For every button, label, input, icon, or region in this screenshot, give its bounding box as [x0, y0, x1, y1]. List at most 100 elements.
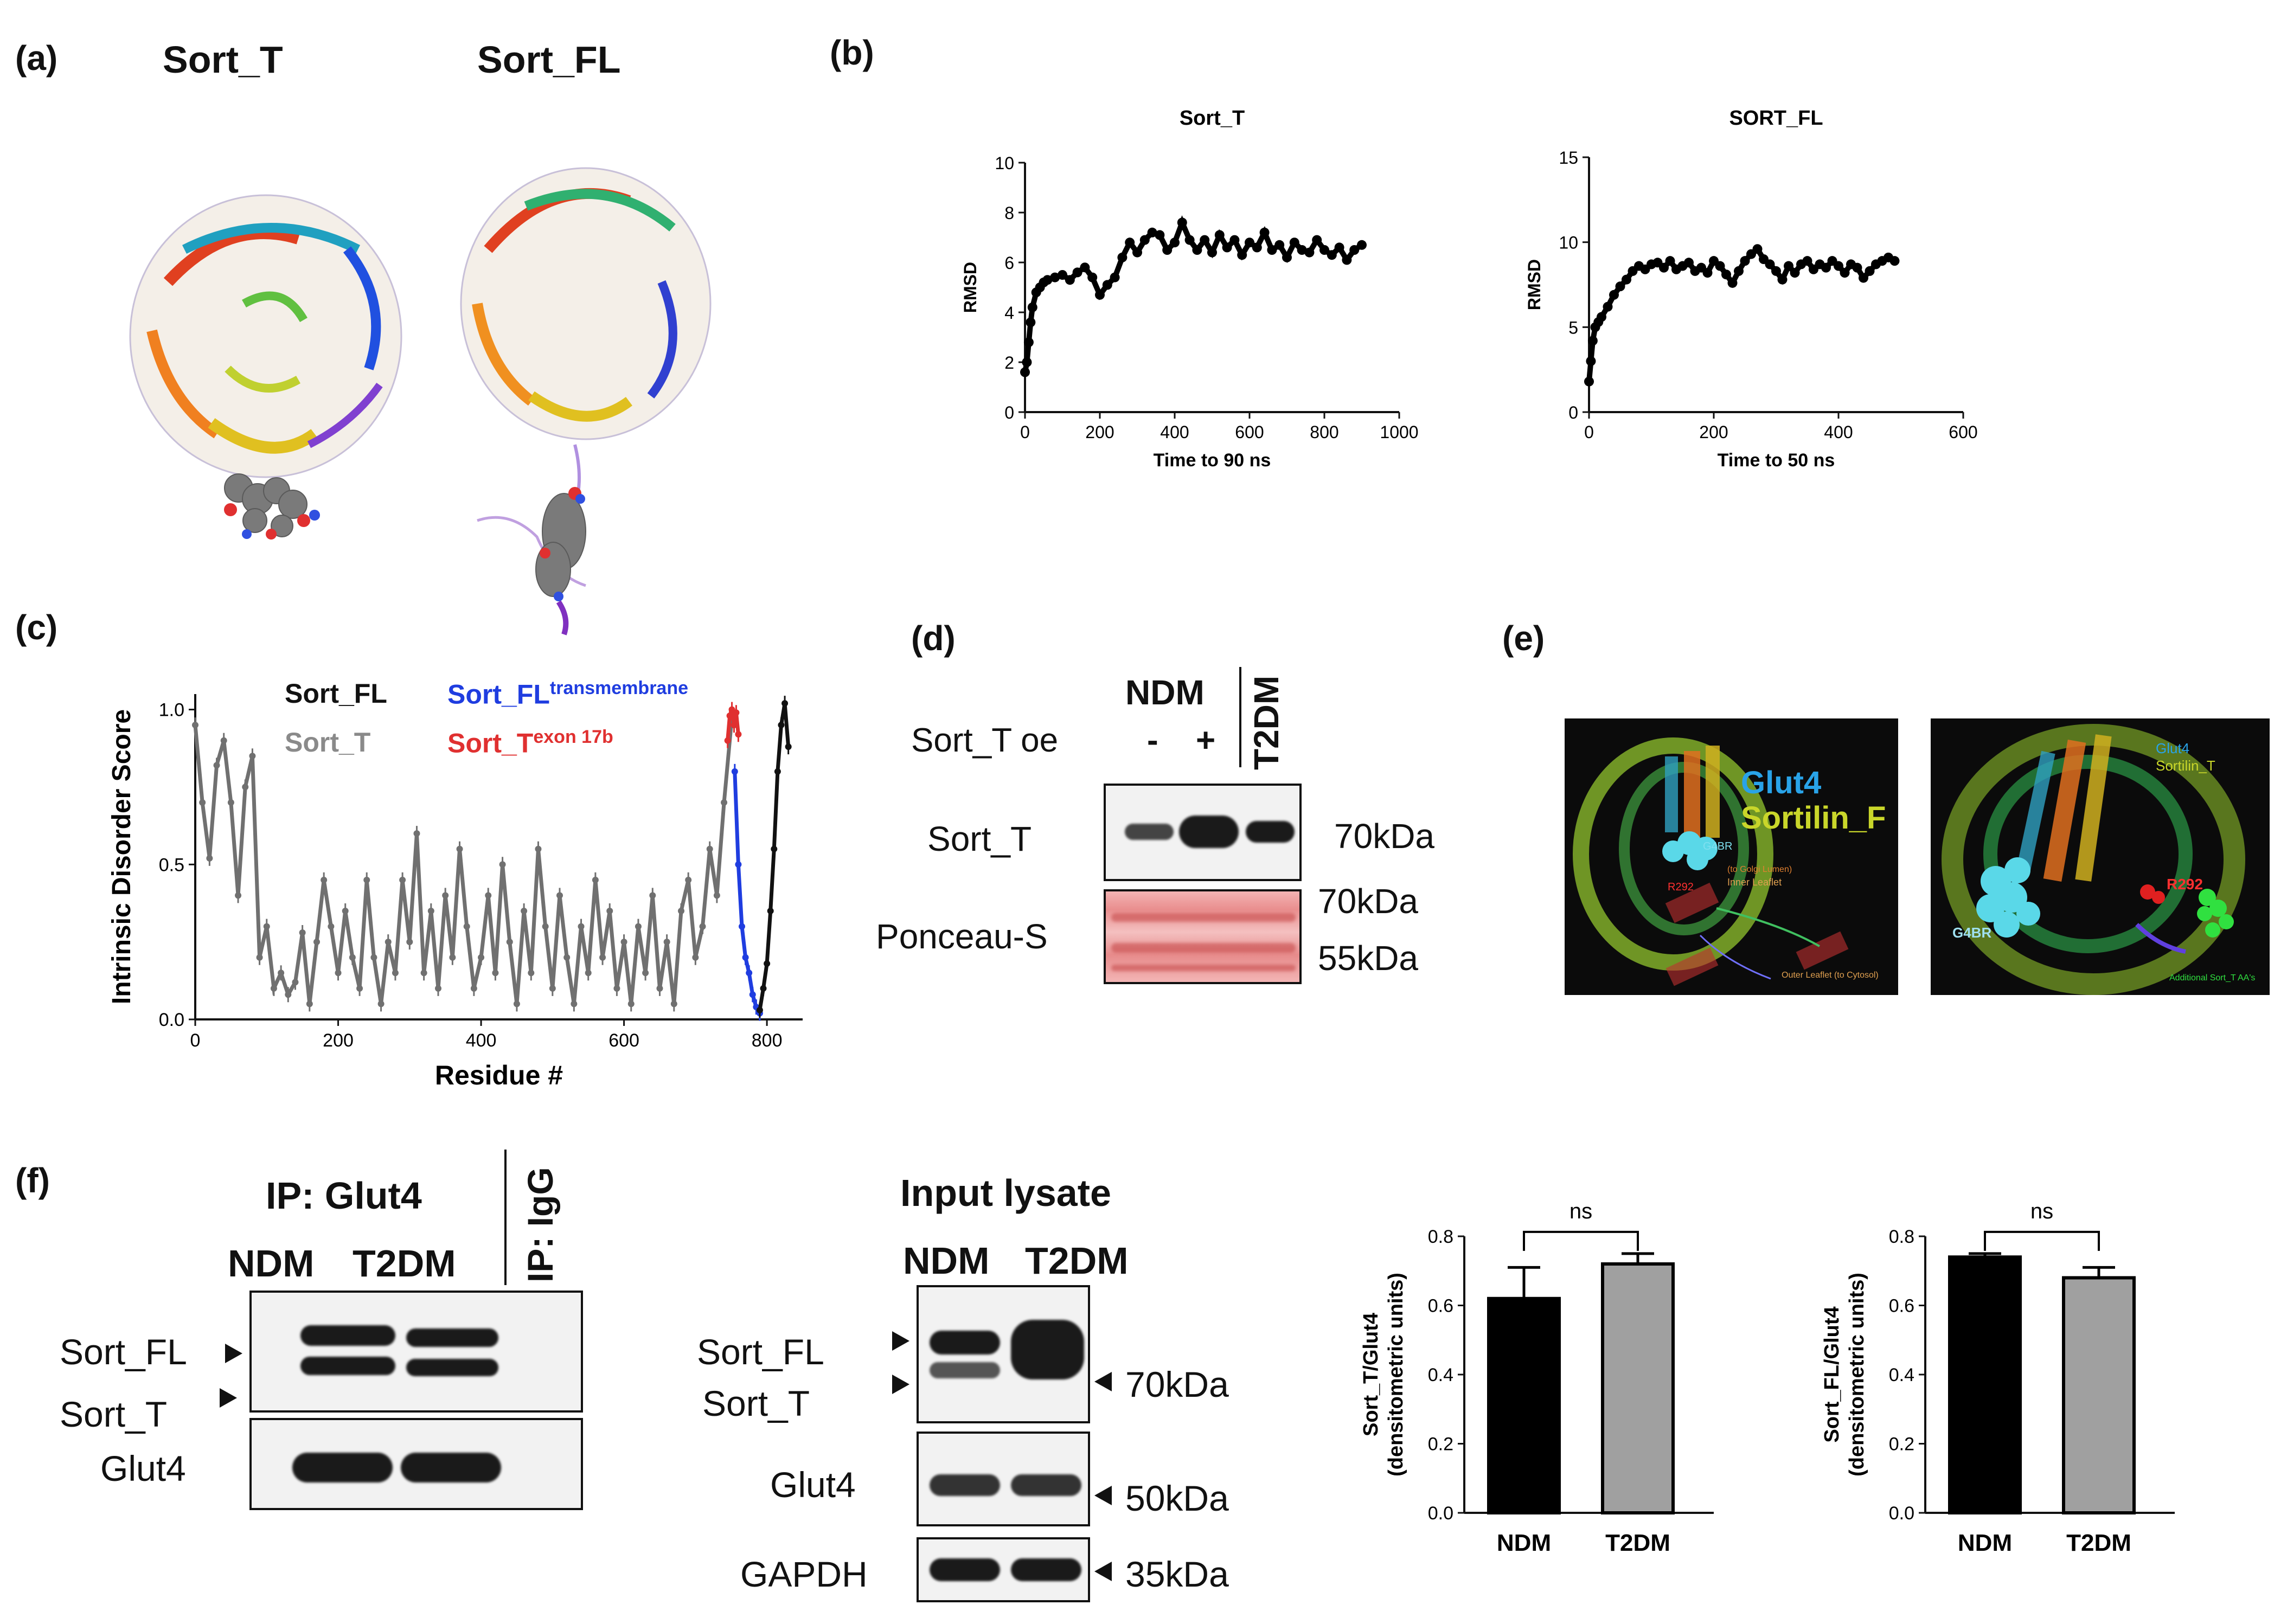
data-point	[213, 762, 220, 769]
y-tick-label: 0.4	[1889, 1365, 1914, 1385]
data-point	[1147, 227, 1157, 237]
data-point	[1784, 261, 1793, 271]
data-point	[578, 923, 585, 930]
series-line	[193, 724, 733, 1004]
data-point	[785, 743, 792, 750]
data-point	[413, 830, 420, 837]
legend-sort-fl-transmembrane: Sort_FLtransmembrane	[447, 678, 688, 710]
data-point	[1058, 270, 1067, 280]
f-input-gapdh-blot	[917, 1537, 1090, 1602]
f-ip-glut4-label: Glut4	[100, 1448, 186, 1488]
category-label: NDM	[1958, 1530, 2012, 1556]
y-tick-label: 0.0	[159, 1010, 184, 1030]
data-point	[563, 954, 571, 961]
x-tick-label: 600	[1235, 422, 1264, 442]
data-point	[1020, 367, 1030, 377]
data-point	[731, 768, 738, 775]
f-ip-arrow-t	[220, 1388, 237, 1408]
f-input-arrow-70	[1094, 1372, 1112, 1391]
data-point	[1734, 266, 1744, 276]
data-point	[249, 753, 256, 760]
data-point	[1170, 237, 1180, 248]
data-point	[1609, 290, 1619, 300]
data-point	[478, 954, 485, 961]
f-input-title: Input lysate	[900, 1172, 1111, 1214]
data-point	[192, 722, 198, 729]
data-point	[585, 970, 592, 977]
panel-label-d: (d)	[911, 619, 956, 658]
e-left-render	[1573, 737, 1849, 986]
data-point	[735, 731, 742, 738]
data-point	[663, 939, 670, 946]
data-point	[1342, 255, 1352, 265]
data-point	[363, 876, 370, 883]
data-point	[1132, 247, 1142, 258]
data-point	[292, 979, 299, 986]
data-point	[1587, 336, 1598, 346]
data-point	[592, 876, 599, 883]
y-axis-label: RMSD	[960, 262, 980, 313]
data-point	[1740, 256, 1750, 266]
f-input-sort-blot	[917, 1285, 1090, 1423]
e-left-sortilin-label: Sortilin_F	[1741, 800, 1886, 836]
data-point	[1050, 272, 1060, 283]
y-tick-label: 0.8	[1889, 1227, 1914, 1247]
f-input-arrow-35	[1094, 1562, 1112, 1581]
y-axis-label: (densitometric units)	[1385, 1273, 1407, 1477]
e-left-glut4-label: Glut4	[1741, 765, 1822, 800]
data-point	[739, 923, 745, 930]
data-point	[370, 954, 377, 961]
data-point	[1665, 256, 1675, 266]
d-plus: +	[1196, 722, 1216, 759]
data-point	[1023, 337, 1034, 348]
data-point	[549, 985, 556, 992]
data-point	[1852, 262, 1862, 273]
chart-title: SORT_FL	[1729, 107, 1823, 130]
data-point	[542, 923, 549, 930]
data-point	[756, 1006, 763, 1013]
chart-title: Sort_T	[1180, 107, 1245, 130]
y-tick-label: 0.2	[1889, 1434, 1914, 1455]
data-point	[356, 985, 363, 992]
legend-sort-t-exon: Sort_Texon 17b	[447, 727, 613, 759]
data-point	[1207, 247, 1217, 258]
data-point	[285, 991, 292, 998]
data-point	[606, 908, 613, 914]
data-point	[1304, 247, 1315, 258]
data-point	[492, 970, 499, 977]
y-tick-label: 0.6	[1428, 1296, 1453, 1317]
data-point	[1721, 269, 1731, 280]
data-point	[1229, 235, 1240, 245]
d-ponceau-blot	[1104, 889, 1302, 984]
e-left-inner-label: Inner Leaflet	[1727, 877, 1782, 888]
data-point	[649, 892, 656, 899]
x-tick-label: 800	[752, 1030, 783, 1051]
data-point	[1289, 237, 1299, 248]
y-tick-label: 0.4	[1428, 1365, 1453, 1385]
y-axis-label: (densitometric units)	[1846, 1273, 1868, 1477]
panel-label-f: (f)	[15, 1161, 50, 1200]
e-right-extra-label: Additional Sort_T AA's	[2169, 973, 2256, 983]
data-point	[1162, 245, 1173, 255]
data-point	[349, 954, 356, 961]
data-point	[1214, 230, 1225, 240]
y-tick-label: 10	[995, 153, 1014, 173]
f-ip-divider	[504, 1150, 507, 1285]
data-point	[627, 1000, 635, 1007]
f-ip-ndm: NDM	[228, 1242, 315, 1285]
data-point	[1027, 302, 1037, 312]
data-point	[1821, 262, 1831, 273]
e-right-structure-image: Glut4 Sortilin_T R292 G4BR Additional So…	[1931, 718, 2270, 995]
f-input-arrow-t	[892, 1375, 909, 1394]
x-tick-label: 200	[1699, 422, 1728, 442]
d-row-ponceau-label: Ponceau-S	[876, 917, 1048, 956]
data-point	[670, 1000, 677, 1007]
category-label: NDM	[1497, 1530, 1551, 1556]
data-point	[620, 939, 627, 946]
x-tick-label: 400	[466, 1030, 497, 1051]
data-point	[1184, 235, 1195, 245]
y-tick-label: 5	[1568, 318, 1578, 337]
data-point	[724, 737, 731, 744]
data-point	[528, 970, 535, 977]
f-ip-t2dm: T2DM	[353, 1242, 456, 1285]
